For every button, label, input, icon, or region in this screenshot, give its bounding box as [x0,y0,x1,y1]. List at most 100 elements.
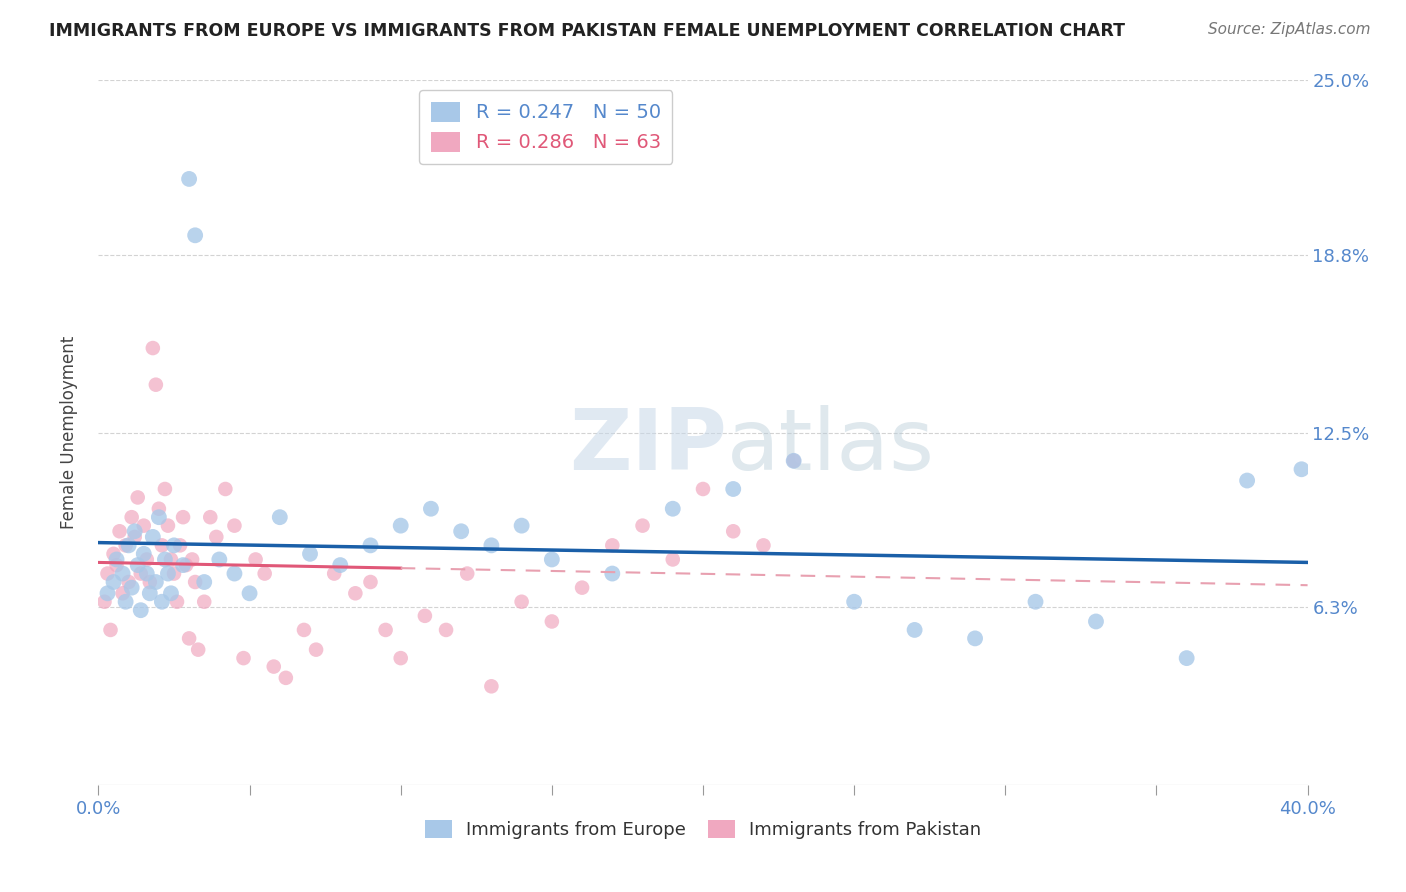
Point [360,538,382,552]
Point [108,524,131,539]
Text: ZIP: ZIP [569,405,727,488]
Point [129,566,152,581]
Point [360,574,382,589]
Point [329,558,352,573]
Point [127,491,149,505]
Point [124,530,146,544]
Point [200,510,222,524]
Point [571,581,593,595]
Point [232,651,254,665]
Point [904,623,927,637]
Point [139,586,162,600]
Point [114,538,136,552]
Point [723,482,745,496]
Point [540,615,562,629]
Point [1085,615,1108,629]
Point [111,566,134,581]
Point [602,538,624,552]
Point [239,586,262,600]
Point [118,538,141,552]
Point [121,510,143,524]
Point [132,518,155,533]
Point [172,558,194,573]
Point [118,574,141,589]
Point [105,552,128,566]
Point [274,671,297,685]
Point [150,595,173,609]
Point [269,510,291,524]
Point [602,566,624,581]
Point [96,566,118,581]
Point [413,608,436,623]
Point [129,603,152,617]
Point [510,518,533,533]
Point [965,632,987,646]
Point [111,586,134,600]
Legend: Immigrants from Europe, Immigrants from Pakistan: Immigrants from Europe, Immigrants from … [418,813,988,847]
Point [1291,462,1313,476]
Point [456,566,478,581]
Point [166,595,188,609]
Point [193,574,215,589]
Point [844,595,866,609]
Text: IMMIGRANTS FROM EUROPE VS IMMIGRANTS FROM PAKISTAN FEMALE UNEMPLOYMENT CORRELATI: IMMIGRANTS FROM EUROPE VS IMMIGRANTS FRO… [49,22,1125,40]
Point [160,552,183,566]
Point [150,538,173,552]
Point [253,566,276,581]
Point [783,454,806,468]
Point [145,377,167,392]
Point [135,566,157,581]
Point [374,623,396,637]
Point [121,581,143,595]
Point [661,501,683,516]
Point [169,538,191,552]
Point [93,595,115,609]
Point [752,538,775,552]
Point [420,501,443,516]
Point [96,586,118,600]
Point [434,623,457,637]
Point [224,566,246,581]
Point [323,566,346,581]
Point [208,552,231,566]
Point [103,574,125,589]
Point [292,623,315,637]
Point [631,518,654,533]
Point [299,547,322,561]
Point [105,558,128,573]
Point [172,510,194,524]
Point [174,558,197,573]
Point [139,574,162,589]
Point [224,518,246,533]
Point [156,518,179,533]
Point [214,482,236,496]
Point [114,595,136,609]
Point [305,642,328,657]
Point [163,566,186,581]
Point [1024,595,1046,609]
Point [179,632,201,646]
Point [783,454,806,468]
Point [100,623,122,637]
Point [156,566,179,581]
Point [263,659,285,673]
Point [661,552,683,566]
Text: Source: ZipAtlas.com: Source: ZipAtlas.com [1208,22,1371,37]
Point [153,482,176,496]
Point [450,524,472,539]
Point [142,341,165,355]
Y-axis label: Female Unemployment: Female Unemployment [59,336,77,529]
Point [692,482,714,496]
Point [510,595,533,609]
Point [132,547,155,561]
Point [181,552,204,566]
Point [245,552,267,566]
Point [481,538,503,552]
Point [148,510,170,524]
Point [389,518,412,533]
Point [145,574,167,589]
Point [193,595,215,609]
Point [124,524,146,539]
Point [163,538,186,552]
Point [179,172,201,186]
